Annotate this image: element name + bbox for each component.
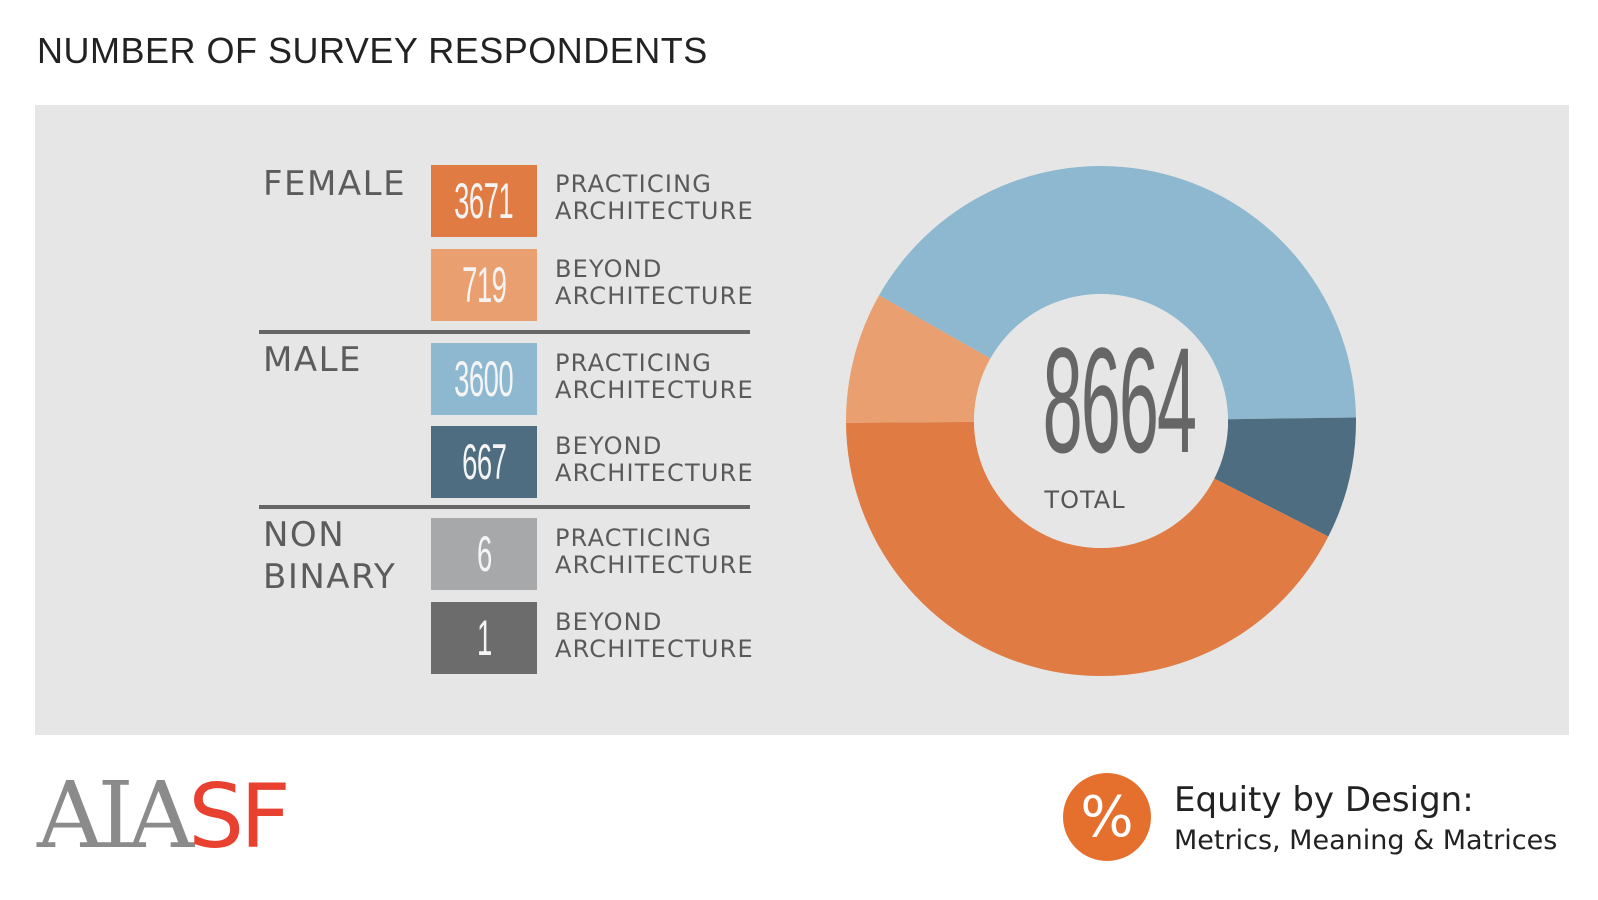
value-box: 667 bbox=[431, 426, 537, 498]
percent-badge-icon: % bbox=[1063, 773, 1151, 861]
row-label-line1: PRACTICING bbox=[555, 524, 713, 552]
row-label-line2: ARCHITECTURE bbox=[555, 635, 754, 663]
group-male-label: MALE bbox=[263, 340, 363, 380]
row-label: BEYOND ARCHITECTURE bbox=[555, 256, 754, 310]
edd-title: Equity by Design: bbox=[1174, 780, 1474, 820]
donut-slice bbox=[1214, 417, 1356, 537]
row-label: PRACTICING ARCHITECTURE bbox=[555, 350, 754, 404]
value-text: 1 bbox=[476, 610, 492, 666]
aiasf-logo: AIASF bbox=[37, 770, 291, 863]
logo-sf: SF bbox=[188, 765, 291, 868]
row-label-line2: ARCHITECTURE bbox=[555, 376, 754, 404]
group-female-label: FEMALE bbox=[263, 164, 407, 204]
edd-subtitle: Metrics, Meaning & Matrices bbox=[1174, 825, 1558, 856]
logo-aia: AIA bbox=[37, 762, 194, 869]
value-box: 3671 bbox=[431, 165, 537, 237]
row-label: BEYOND ARCHITECTURE bbox=[555, 433, 754, 487]
donut-slice bbox=[846, 295, 991, 423]
row-label-line1: BEYOND bbox=[555, 432, 663, 460]
value-text: 6 bbox=[476, 526, 492, 582]
row-label-line1: PRACTICING bbox=[555, 349, 713, 377]
row-label-line2: ARCHITECTURE bbox=[555, 197, 754, 225]
value-box: 6 bbox=[431, 518, 537, 590]
divider-rule bbox=[259, 330, 750, 334]
donut-slice bbox=[846, 421, 1329, 677]
row-label-line2: ARCHITECTURE bbox=[555, 459, 754, 487]
group-nonbinary-label-line1: NON bbox=[263, 515, 346, 555]
row-label: PRACTICING ARCHITECTURE bbox=[555, 171, 754, 225]
row-label-line1: PRACTICING bbox=[555, 170, 713, 198]
total-label: TOTAL bbox=[1044, 486, 1126, 514]
group-nonbinary-label-line2: BINARY bbox=[263, 557, 397, 597]
row-label-line1: BEYOND bbox=[555, 608, 663, 636]
row-label-line2: ARCHITECTURE bbox=[555, 282, 754, 310]
row-label-line1: BEYOND bbox=[555, 255, 663, 283]
row-label: BEYOND ARCHITECTURE bbox=[555, 609, 754, 663]
value-box: 719 bbox=[431, 249, 537, 321]
divider-rule bbox=[259, 505, 750, 509]
value-text: 3671 bbox=[454, 173, 515, 229]
value-text: 3600 bbox=[454, 351, 515, 407]
value-box: 1 bbox=[431, 602, 537, 674]
value-box: 3600 bbox=[431, 343, 537, 415]
total-value-text: 8664 bbox=[1042, 316, 1197, 484]
row-label: PRACTICING ARCHITECTURE bbox=[555, 525, 754, 579]
donut-hole bbox=[974, 294, 1228, 548]
value-text: 667 bbox=[461, 434, 507, 490]
row-label-line2: ARCHITECTURE bbox=[555, 551, 754, 579]
value-text: 719 bbox=[461, 257, 507, 313]
page-title: NUMBER OF SURVEY RESPONDENTS bbox=[37, 30, 708, 71]
donut-slice bbox=[879, 166, 1356, 420]
total-value: 8664 bbox=[960, 320, 1210, 480]
